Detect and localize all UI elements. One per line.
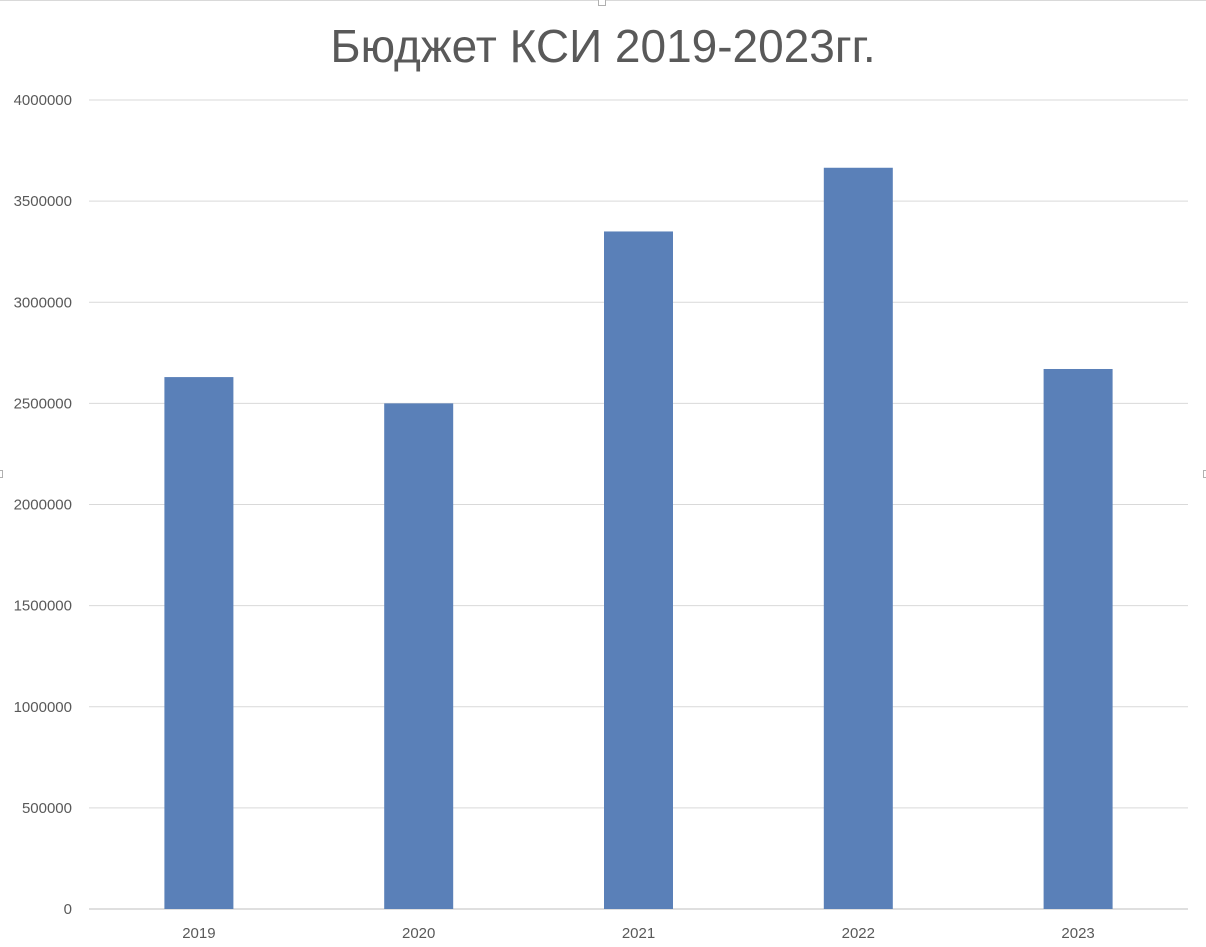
y-tick-label: 1000000 [14,699,72,716]
resize-handle-right[interactable] [1203,470,1206,478]
y-axis: 0 500000 1000000 1500000 2000000 2500000 30000… [14,92,72,918]
bar-2021[interactable] [604,231,673,909]
x-tick-label: 2020 [402,925,435,942]
resize-handle-top[interactable] [598,0,606,6]
y-tick-label: 500000 [22,800,72,817]
chart-title: Бюджет КСИ 2019-2023гг. [330,20,876,72]
x-tick-label: 2022 [842,925,875,942]
y-tick-label: 3000000 [14,294,72,311]
x-tick-label: 2019 [182,925,215,942]
bar-2022[interactable] [823,167,893,909]
y-tick-label: 2500000 [14,395,72,412]
bars [164,167,1113,909]
bar-2019[interactable] [164,377,234,909]
x-tick-label: 2021 [622,925,655,942]
y-tick-label: 4000000 [14,92,72,109]
bar-2023[interactable] [1043,368,1113,909]
bar-2020[interactable] [384,403,454,909]
resize-handle-left[interactable] [0,470,3,478]
y-tick-label: 0 [64,901,72,918]
x-tick-label: 2023 [1061,925,1094,942]
x-axis: 2019 2020 2021 2022 2023 [182,925,1095,942]
y-tick-label: 1500000 [14,598,72,615]
y-tick-label: 3500000 [14,193,72,210]
y-tick-label: 2000000 [14,497,72,514]
